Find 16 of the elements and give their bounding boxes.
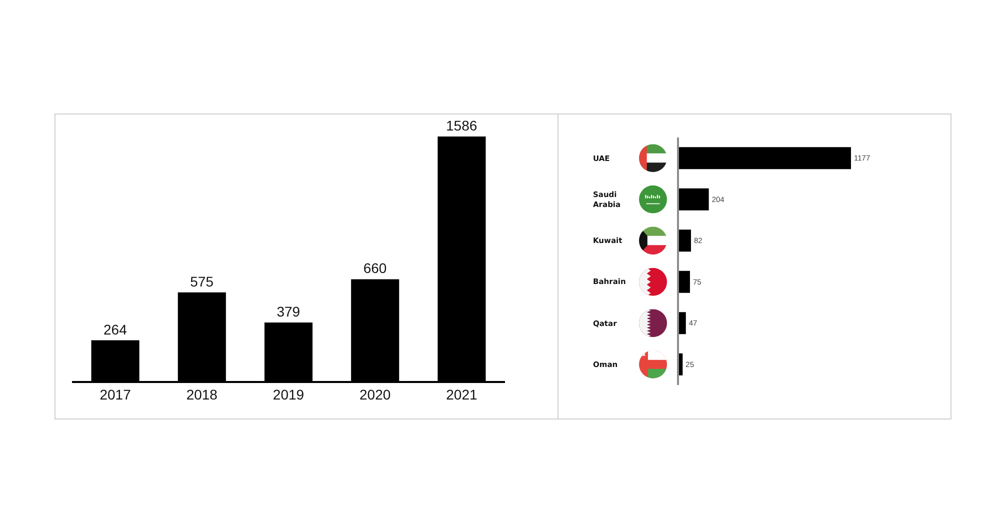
x-tick-label: 2020 — [360, 386, 391, 403]
x-tick-label: 2019 — [272, 386, 304, 403]
data-label: 264 — [104, 321, 128, 338]
x-tick-label: 2021 — [446, 386, 478, 403]
bar — [679, 188, 709, 210]
bar — [679, 270, 690, 293]
bar — [679, 147, 851, 170]
bar — [679, 230, 691, 252]
data-label: 660 — [363, 260, 387, 276]
data-label: 575 — [190, 273, 214, 290]
x-tick-label: 2018 — [186, 386, 218, 403]
data-label: 1586 — [446, 117, 478, 134]
bar — [679, 353, 683, 376]
bar — [679, 312, 686, 334]
data-label: 379 — [276, 304, 300, 320]
x-tick-label: 2017 — [100, 386, 132, 403]
